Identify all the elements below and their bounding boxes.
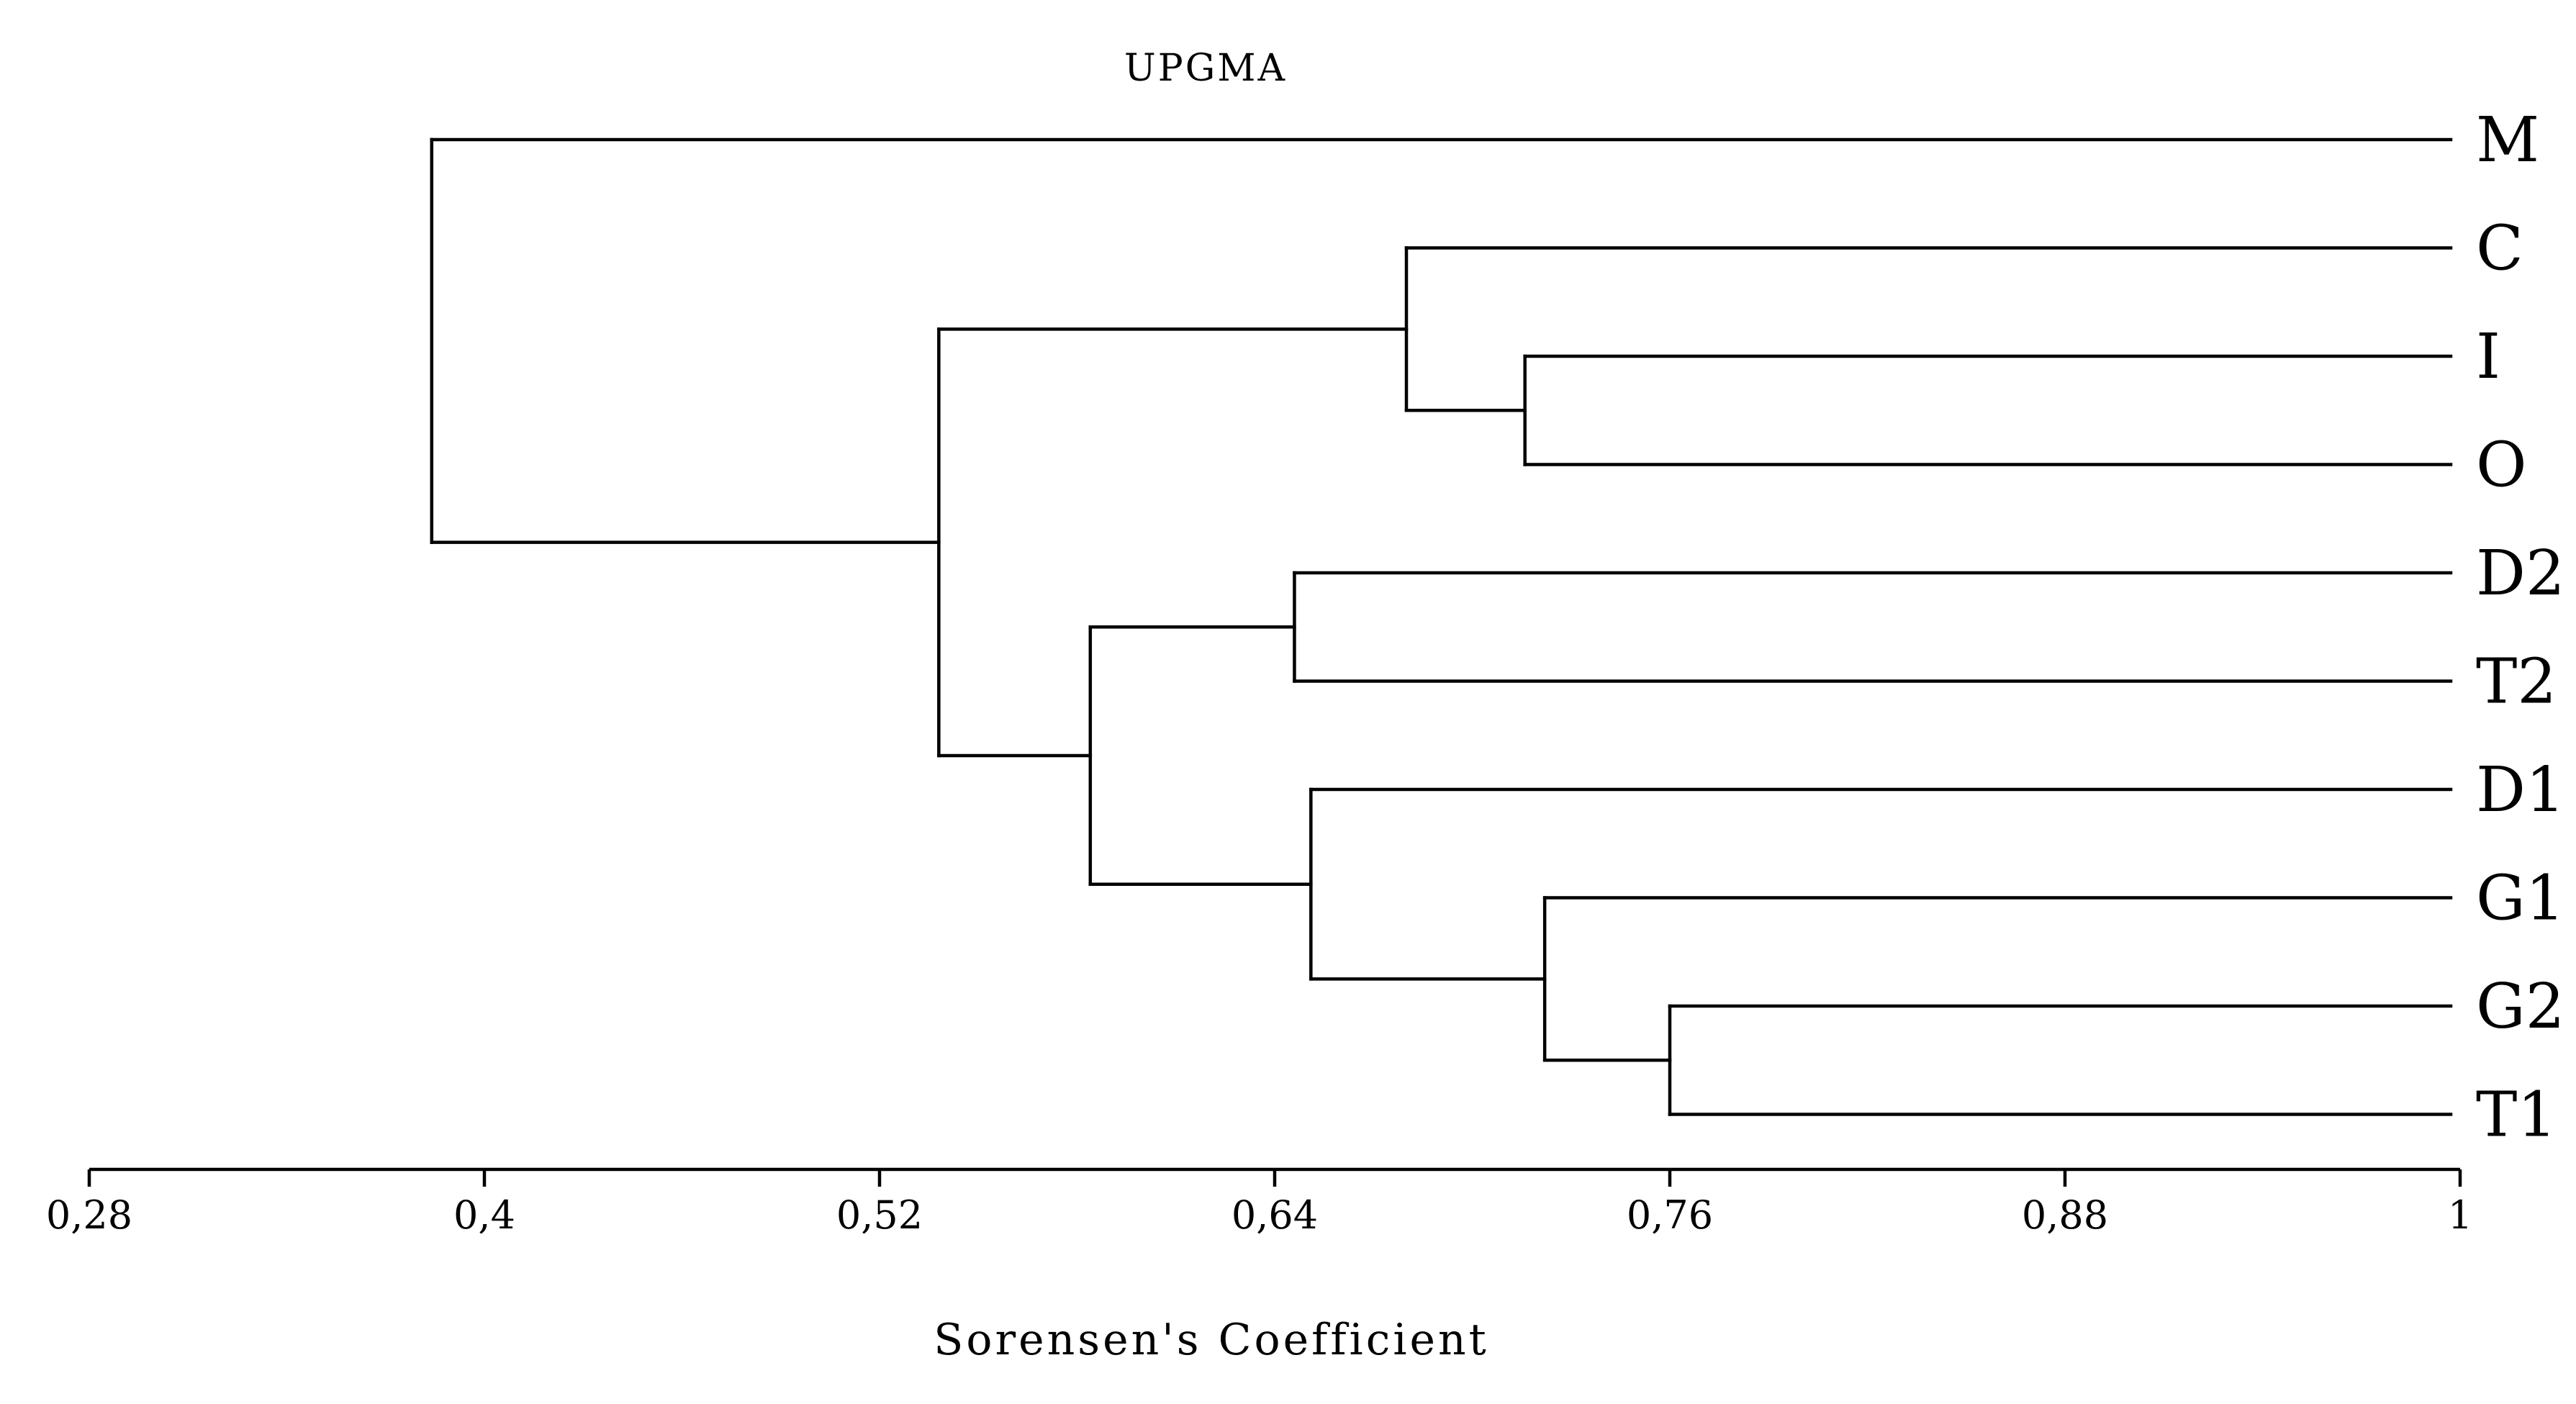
chart-title: UPGMA: [1124, 47, 1287, 90]
x-axis-title: Sorensen's Coefficient: [934, 1315, 1489, 1365]
leaf-label-d1: D1: [2476, 754, 2565, 826]
leaf-label-d2: D2: [2476, 538, 2565, 610]
leaf-label-g2: G2: [2476, 971, 2564, 1043]
leaf-label-t1: T1: [2476, 1079, 2557, 1151]
dendrogram-branches: [430, 137, 2453, 1116]
leaf-label-t2: T2: [2476, 646, 2557, 718]
x-tick-label: 0,28: [46, 1192, 132, 1238]
x-tick-label: 0,76: [1627, 1192, 1713, 1238]
leaf-label-g1: G1: [2476, 863, 2564, 935]
x-tick-label: 0,4: [453, 1192, 515, 1238]
leaf-label-c: C: [2476, 213, 2523, 285]
x-axis: 0,28 0,4 0,52 0,64 0,76 0,88 1: [46, 1167, 2472, 1238]
leaf-label-o: O: [2476, 430, 2527, 502]
x-tick-label: 1: [2448, 1192, 2472, 1238]
x-tick-label: 0,52: [836, 1192, 923, 1238]
x-tick-label: 0,88: [2022, 1192, 2108, 1238]
x-tick-label: 0,64: [1231, 1192, 1318, 1238]
leaf-label-i: I: [2476, 321, 2500, 393]
leaf-label-m: M: [2476, 104, 2539, 176]
